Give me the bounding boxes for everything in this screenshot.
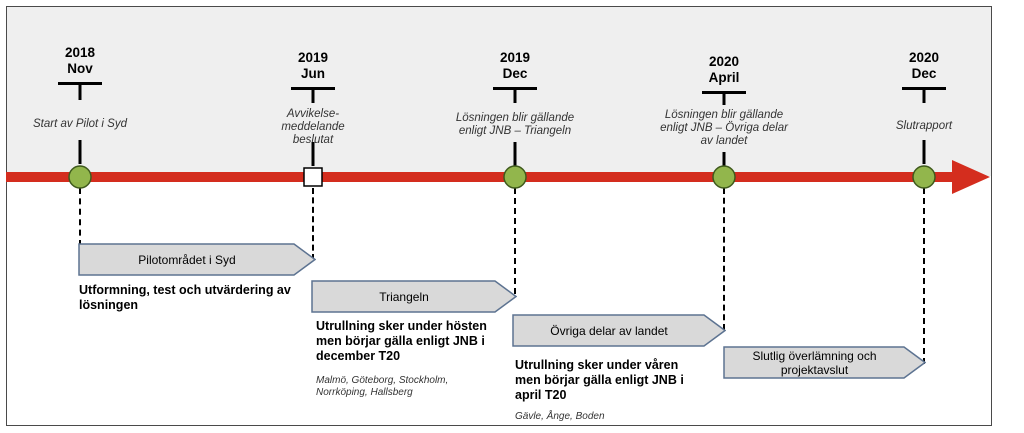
milestone-stem-lower	[922, 140, 926, 164]
phase-description: Utformning, test och utvärdering av lösn…	[79, 283, 291, 312]
milestone-tee-stem	[311, 87, 315, 103]
phase-triangeln: Triangeln	[311, 280, 517, 313]
milestone-circle-marker	[912, 165, 936, 189]
milestone-year: 2020	[708, 54, 740, 69]
phase-cities: Gävle, Ånge, Boden	[515, 411, 605, 422]
upper-band	[6, 6, 992, 176]
milestone-event: Lösningen blir gällande enligt JNB – Övr…	[660, 109, 788, 147]
milestone-tee-stem	[722, 91, 726, 105]
milestone-date: 2018 Nov	[40, 45, 120, 77]
milestone-event: Lösningen blir gällande enligt JNB – Tri…	[455, 112, 575, 137]
milestone-month: Jun	[300, 66, 325, 81]
milestone-year: 2019	[297, 50, 329, 65]
milestone-stem-lower	[311, 142, 315, 166]
milestone-month: April	[708, 70, 740, 85]
milestone-date: 2020 April	[684, 54, 764, 86]
milestone-date: 2019 Dec	[475, 50, 555, 82]
phase-arrow-shape	[512, 314, 726, 347]
milestone-tee-stem	[78, 82, 82, 100]
phase-arrow-shape	[78, 243, 316, 276]
phase-pilot: Pilotområdet i Syd	[78, 243, 316, 276]
diagram-frame	[6, 6, 992, 426]
milestone-event: Avvikelse- meddelande beslutat	[281, 108, 345, 146]
phase-arrow-shape	[723, 346, 926, 379]
milestone-dropline	[312, 188, 314, 260]
phase-cities: Malmö, Göteborg, Stockholm, Norrköping, …	[316, 375, 449, 398]
phase-arrow-shape	[311, 280, 517, 313]
milestone-event: Start av Pilot i Syd	[33, 118, 127, 130]
milestone-date: 2020 Dec	[884, 50, 964, 82]
milestone-year: 2020	[908, 50, 940, 65]
milestone-event: Slutrapport	[895, 120, 953, 132]
phase-label: Övriga delar av landet	[550, 323, 668, 338]
milestone-tee-stem	[922, 87, 926, 103]
milestone-month: Dec	[911, 66, 937, 81]
milestone-circle-marker	[503, 165, 527, 189]
phase-label: Slutlig överlämning och projektavslut	[752, 348, 877, 377]
phase-label: Triangeln	[379, 289, 429, 304]
milestone-date: 2019 Jun	[273, 50, 353, 82]
phase-slutlig: Slutlig överlämning och projektavslut	[723, 346, 926, 379]
milestone-month: Dec	[502, 66, 528, 81]
milestone-year: 2019	[499, 50, 531, 65]
milestone-square-marker	[303, 167, 323, 187]
phase-description: Utrullning sker under hösten men börjar …	[316, 319, 487, 363]
milestone-stem-lower	[78, 140, 82, 164]
milestone-stem-lower	[722, 152, 726, 166]
milestone-dropline	[923, 188, 925, 364]
timeline-arrow-shaft	[6, 172, 956, 182]
milestone-month: Nov	[67, 61, 93, 76]
milestone-stem-lower	[513, 142, 517, 166]
milestone-dropline	[723, 188, 725, 330]
milestone-circle-marker	[68, 165, 92, 189]
milestone-year: 2018	[64, 45, 96, 60]
phase-description: Utrullning sker under våren men börjar g…	[515, 358, 684, 402]
milestone-dropline	[514, 188, 516, 294]
milestone-dropline	[79, 188, 81, 246]
milestone-tee-stem	[513, 87, 517, 103]
milestone-circle-marker	[712, 165, 736, 189]
phase-ovriga: Övriga delar av landet	[512, 314, 726, 347]
phase-label: Pilotområdet i Syd	[138, 252, 236, 267]
timeline-arrow-head	[952, 160, 990, 194]
